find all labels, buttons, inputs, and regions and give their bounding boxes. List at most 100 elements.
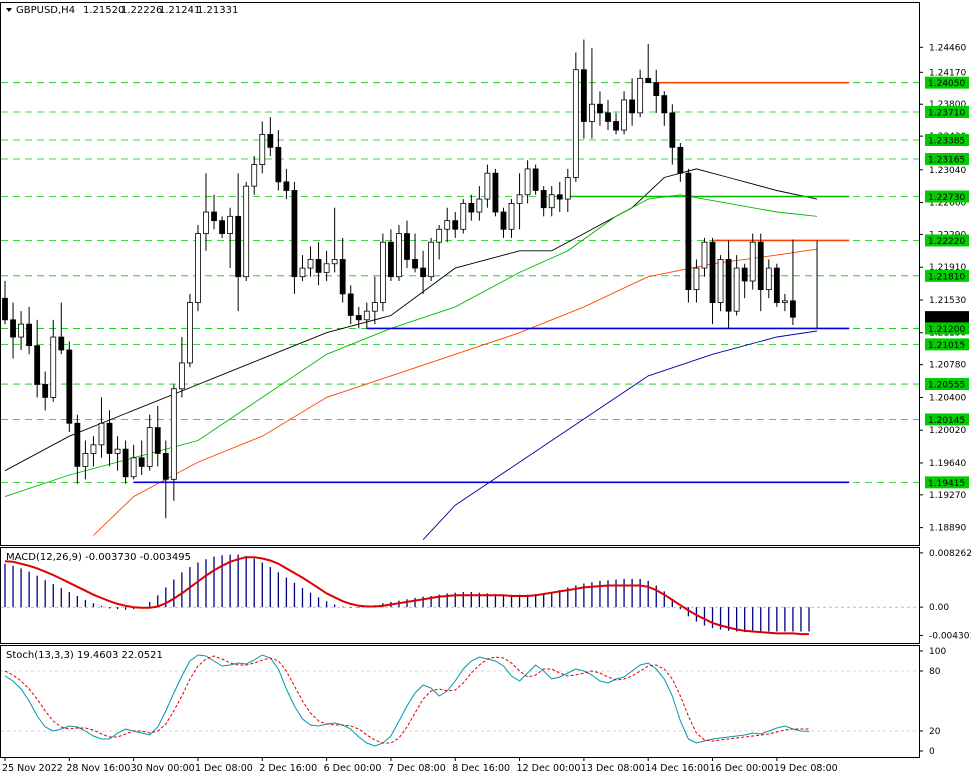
candle-body: [773, 267, 780, 303]
symbol-menu-icon[interactable]: [6, 8, 12, 12]
candle-body: [476, 198, 483, 213]
candle-body: [106, 422, 113, 454]
stoch-tick-label: 0: [929, 747, 935, 757]
stoch-pane-frame: [0, 645, 920, 758]
stoch-tick-label: 20: [929, 727, 941, 737]
candle-body: [733, 267, 740, 312]
price-tick-label: 1.23800: [929, 100, 966, 110]
price-label-box: [925, 234, 969, 247]
candle-body: [162, 453, 169, 480]
candle-body: [339, 259, 346, 295]
candle-body: [211, 211, 217, 222]
price-tick-label: 1.21910: [929, 263, 966, 273]
candle-body: [251, 164, 258, 187]
symbol-header: GBPUSD,H4: [16, 5, 75, 16]
candle-body: [701, 241, 708, 269]
price-label-text: 1.23165: [928, 155, 965, 165]
candle-body: [267, 134, 274, 148]
candle-body: [187, 302, 193, 364]
candle-body: [790, 300, 796, 318]
candle-body: [42, 384, 49, 398]
stoch-main-line: [4, 654, 810, 747]
candle-body: [613, 121, 619, 131]
candle-body: [10, 319, 16, 338]
candle-body: [765, 267, 772, 291]
price-tick-label: 1.20020: [929, 426, 966, 436]
candle-body: [436, 228, 443, 243]
candle-body: [516, 194, 523, 204]
candle-body: [677, 146, 684, 174]
ohlc-low: 1.21241: [159, 5, 200, 16]
candle-body: [331, 259, 338, 265]
candle-body: [669, 112, 676, 148]
price-label-box: [925, 413, 969, 426]
stoch-label: Stoch(13,3,3) 19.4603 22.0521: [6, 650, 163, 661]
candle-body: [138, 457, 145, 467]
price-label-text: 1.24050: [928, 79, 965, 89]
price-tick-label: 1.22660: [929, 199, 966, 209]
price-label-text: 1.19415: [928, 479, 965, 489]
candle-body: [685, 172, 692, 291]
candle-body: [275, 146, 282, 183]
candle-body: [556, 194, 563, 200]
candle-body: [540, 190, 547, 209]
price-label-box: [925, 134, 969, 147]
candle-body: [468, 202, 475, 213]
candle-body: [379, 241, 386, 303]
candle-body: [355, 315, 362, 321]
candle-body: [74, 422, 81, 467]
stoch-signal-line: [4, 655, 809, 744]
candle-body: [66, 349, 73, 424]
candle-body: [597, 103, 603, 114]
candle-body: [460, 202, 467, 230]
price-label-text: 1.21200: [928, 325, 965, 335]
candle-body: [564, 177, 571, 200]
candle-body: [315, 259, 322, 273]
candle-body: [178, 362, 185, 390]
candle-body: [195, 233, 201, 303]
macd-pane-frame: [0, 547, 920, 644]
candle-body: [2, 297, 8, 321]
price-label-box: [925, 76, 969, 89]
price-tick-label: 1.19270: [929, 491, 966, 501]
candle-body: [235, 215, 242, 278]
moving-average-line: [422, 330, 818, 541]
time-tick-label: 19 Dec 08:00: [774, 763, 838, 774]
price-tick-label: 1.21530: [929, 296, 966, 306]
time-tick-label: 1 Dec 08:00: [195, 763, 253, 774]
candle-body: [259, 134, 266, 165]
candle-body: [420, 267, 426, 278]
price-label-text: 1.22730: [928, 193, 965, 203]
candle-body: [548, 194, 555, 209]
stoch-tick-label: 100: [929, 647, 946, 657]
price-label-text: 1.21331: [928, 314, 965, 324]
candle-body: [629, 99, 636, 114]
candle-body: [50, 336, 57, 398]
macd-signal-line: [4, 556, 809, 636]
candle-body: [532, 168, 539, 191]
candle-body: [323, 263, 330, 273]
candle-body: [645, 77, 652, 84]
candle-body: [26, 323, 33, 347]
candle-body: [299, 267, 306, 278]
candle-body: [170, 388, 177, 480]
candle-body: [661, 95, 668, 114]
candle-body: [227, 215, 234, 234]
macd-tick-label: 0.008262: [929, 549, 971, 559]
price-tick-label: 1.19640: [929, 459, 966, 469]
candle-body: [283, 181, 290, 191]
candle-body: [492, 172, 499, 213]
candle-body: [452, 220, 459, 230]
price-label-box: [925, 311, 969, 324]
candle-body: [58, 336, 65, 351]
time-tick-label: 12 Dec 00:00: [517, 763, 581, 774]
candle-body: [605, 112, 611, 122]
candle-body: [371, 302, 378, 312]
price-label-box: [925, 269, 969, 282]
candle-body: [404, 233, 410, 260]
candle-body: [589, 103, 595, 122]
candle-body: [203, 211, 209, 234]
candle-body: [114, 448, 121, 454]
price-label-text: 1.20145: [928, 416, 965, 426]
